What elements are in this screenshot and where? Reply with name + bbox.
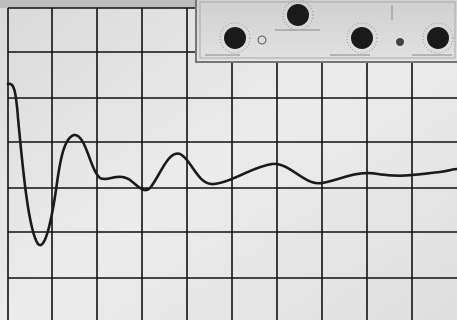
waveform-trace (6, 82, 457, 247)
top-edge (0, 0, 200, 8)
grid (7, 7, 457, 320)
instrument-panel (195, 0, 457, 63)
